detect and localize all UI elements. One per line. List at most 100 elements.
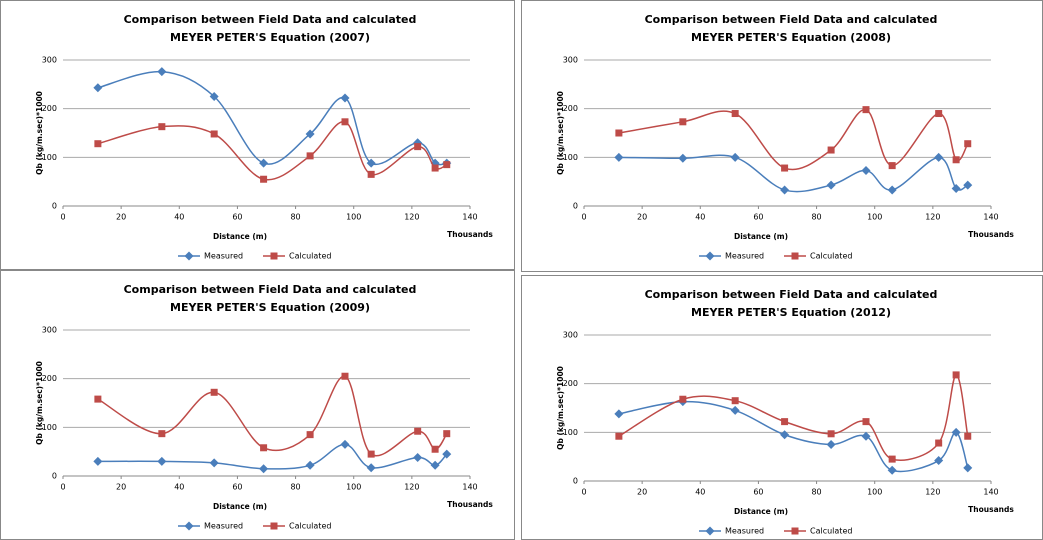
- x-axis-label: Distance (m): [213, 502, 267, 511]
- marker: [887, 465, 897, 475]
- x-axis-unit: Thousands: [968, 230, 1014, 239]
- y-axis-label: Qb (kg/m.sec)*1000: [35, 91, 44, 175]
- marker: [340, 93, 350, 103]
- y-tick-label: 200: [42, 104, 57, 113]
- marker: [731, 110, 739, 118]
- marker: [431, 164, 439, 172]
- marker: [443, 430, 451, 438]
- chart-title: Comparison between Field Data and calcul…: [124, 13, 417, 26]
- y-tick-label: 200: [563, 379, 578, 388]
- series-line: [97, 121, 448, 181]
- x-tick-label: 120: [404, 483, 419, 492]
- marker: [679, 118, 687, 126]
- marker: [861, 165, 871, 175]
- marker: [306, 152, 314, 160]
- marker: [306, 431, 314, 439]
- legend-marker: [791, 527, 799, 535]
- marker: [209, 458, 219, 468]
- x-tick-label: 40: [695, 213, 705, 222]
- x-tick-label: 80: [811, 488, 821, 497]
- marker: [366, 158, 376, 168]
- marker: [731, 397, 739, 405]
- y-axis-label: Qb (kg/m.sec)*1000: [556, 366, 565, 450]
- legend-label: Calculated: [289, 522, 331, 531]
- series-line: [618, 374, 969, 461]
- chart-title: Comparison between Field Data and calcul…: [645, 288, 938, 301]
- legend-marker: [184, 251, 194, 261]
- x-tick-label: 120: [925, 488, 940, 497]
- marker: [935, 110, 943, 118]
- marker: [305, 460, 315, 470]
- marker: [862, 106, 870, 114]
- marker: [614, 152, 624, 162]
- x-tick-label: 20: [637, 213, 647, 222]
- chart-subtitle: MEYER PETER'S Equation (2012): [691, 306, 891, 319]
- series-line: [97, 443, 448, 470]
- marker: [934, 456, 944, 466]
- marker: [951, 183, 961, 193]
- chart-subtitle: MEYER PETER'S Equation (2009): [170, 301, 370, 314]
- chart-title: Comparison between Field Data and calcul…: [645, 13, 938, 26]
- y-tick-label: 300: [563, 56, 578, 65]
- x-tick-label: 100: [346, 483, 361, 492]
- marker: [341, 118, 349, 126]
- y-axis-label: Qb (kg/m.sec)*1000: [35, 361, 44, 445]
- x-tick-label: 80: [811, 213, 821, 222]
- x-tick-label: 80: [290, 483, 300, 492]
- marker: [260, 444, 268, 452]
- marker: [862, 418, 870, 426]
- series-line: [618, 108, 969, 171]
- legend-marker: [184, 521, 194, 531]
- legend-marker: [705, 526, 715, 536]
- legend-label: Calculated: [810, 252, 852, 261]
- x-axis-unit: Thousands: [447, 230, 493, 239]
- y-tick-label: 100: [42, 423, 57, 432]
- panel-frame: [521, 0, 1043, 272]
- y-tick-label: 300: [42, 56, 57, 65]
- legend-marker: [705, 251, 715, 261]
- y-tick-label: 100: [42, 153, 57, 162]
- series-line: [97, 375, 448, 457]
- x-tick-label: 60: [232, 213, 242, 222]
- x-axis-unit: Thousands: [447, 500, 493, 509]
- x-tick-label: 40: [174, 483, 184, 492]
- y-tick-label: 300: [563, 331, 578, 340]
- marker: [963, 463, 973, 473]
- marker: [888, 162, 896, 170]
- marker: [430, 460, 440, 470]
- marker: [679, 395, 687, 403]
- x-tick-label: 60: [753, 213, 763, 222]
- y-tick-label: 0: [573, 202, 578, 211]
- panel-frame: [521, 275, 1043, 540]
- chart-title: Comparison between Field Data and calcul…: [124, 283, 417, 296]
- marker: [781, 164, 789, 172]
- x-tick-label: 80: [290, 213, 300, 222]
- x-tick-label: 140: [983, 213, 998, 222]
- marker: [367, 170, 375, 178]
- x-tick-label: 100: [346, 213, 361, 222]
- x-axis-unit: Thousands: [968, 505, 1014, 514]
- marker: [826, 180, 836, 190]
- marker: [414, 143, 422, 151]
- x-tick-label: 140: [462, 213, 477, 222]
- x-tick-label: 40: [174, 213, 184, 222]
- marker: [157, 456, 167, 466]
- panel-frame: [0, 270, 515, 540]
- x-tick-label: 120: [404, 213, 419, 222]
- x-tick-label: 0: [60, 213, 65, 222]
- marker: [442, 449, 452, 459]
- x-tick-label: 20: [116, 483, 126, 492]
- panel-frame: [0, 0, 515, 270]
- marker: [367, 450, 375, 458]
- series-line: [97, 70, 447, 166]
- marker: [934, 152, 944, 162]
- marker: [615, 129, 623, 137]
- y-tick-label: 0: [573, 477, 578, 486]
- marker: [780, 185, 790, 195]
- chart-subtitle: MEYER PETER'S Equation (2007): [170, 31, 370, 44]
- marker: [209, 92, 219, 101]
- marker: [94, 140, 102, 148]
- y-tick-label: 200: [42, 374, 57, 383]
- marker: [341, 372, 349, 380]
